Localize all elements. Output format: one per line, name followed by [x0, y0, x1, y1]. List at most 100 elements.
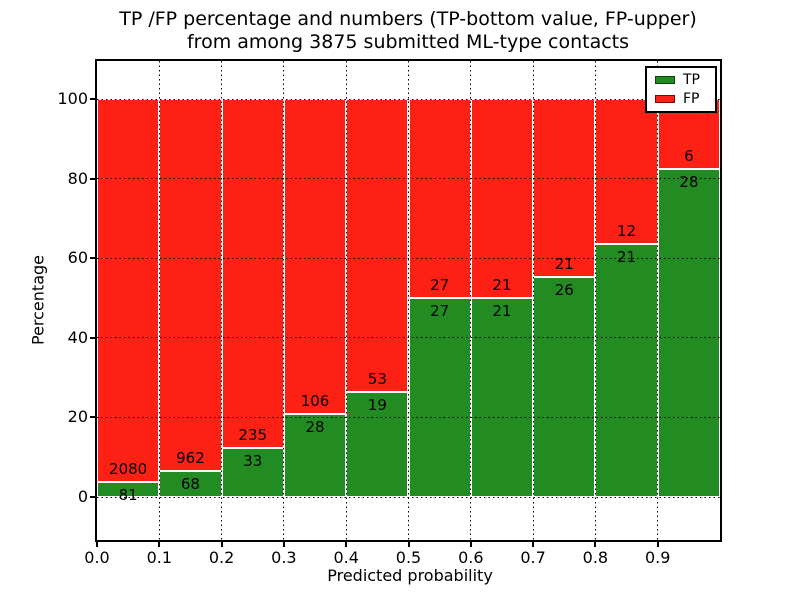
x-tick-label: 0.9 [644, 548, 671, 567]
chart-title: TP /FP percentage and numbers (TP-bottom… [119, 8, 697, 54]
bar-fp-count-label: 27 [430, 276, 450, 295]
bar-tp-count-label: 27 [430, 302, 450, 321]
bar-tp-count-label: 28 [679, 173, 699, 192]
x-tick-mark [532, 542, 535, 547]
bar-tp-segment [533, 276, 596, 498]
x-tick-mark [407, 542, 410, 547]
bar-fp-count-label: 21 [492, 276, 512, 295]
bar-fp-count-label: 235 [238, 426, 268, 445]
y-tick-label: 40 [67, 327, 88, 347]
gridline-horizontal [97, 337, 720, 339]
chart-title-line-1: TP /FP percentage and numbers (TP-bottom… [119, 8, 697, 30]
gridline-vertical [594, 61, 596, 540]
legend-label-fp: FP [683, 90, 700, 107]
bar-tp-segment [470, 298, 534, 498]
gridline-vertical [532, 61, 534, 540]
bar-fp-count-label: 2080 [109, 460, 148, 479]
y-tick-label: 60 [67, 248, 88, 268]
x-axis-label: Predicted probability [327, 566, 493, 585]
gridline-vertical [158, 61, 160, 540]
gridline-vertical [470, 61, 472, 540]
bar-fp-segment [533, 99, 596, 277]
x-tick-mark [656, 542, 659, 547]
y-tick-mark [90, 336, 95, 339]
y-tick-mark [90, 98, 95, 101]
gridline-horizontal [97, 257, 720, 259]
gridline-horizontal [97, 98, 720, 100]
y-tick-mark [90, 496, 95, 499]
legend-swatch-fp [655, 94, 675, 103]
bar-tp-segment [346, 392, 409, 498]
y-tick-label: 0 [77, 487, 88, 507]
bar-fp-segment [221, 99, 284, 449]
bar-fp-segment [470, 99, 534, 299]
gridline-vertical [408, 61, 409, 540]
bar-fp-segment [346, 99, 409, 393]
x-tick-label: 0.0 [84, 548, 110, 567]
bar-tp-count-label: 19 [367, 396, 387, 415]
gridline-horizontal [97, 496, 720, 498]
bar-fp-segment [408, 99, 471, 299]
y-tick-mark [90, 177, 95, 180]
bar-tp-segment [657, 169, 720, 498]
y-tick-label: 80 [67, 168, 88, 188]
legend-swatch-tp [655, 76, 675, 85]
gridline-horizontal [97, 178, 720, 180]
y-tick-label: 100 [57, 89, 88, 109]
bar-tp-segment [159, 470, 222, 498]
y-axis-label: Percentage [28, 254, 48, 346]
x-tick-mark [96, 542, 98, 547]
x-tick-mark [594, 542, 597, 547]
y-tick-mark [90, 257, 95, 260]
y-tick-mark [90, 416, 95, 419]
bar-fp-count-label: 53 [367, 370, 387, 389]
bar-fp-segment [283, 99, 347, 414]
legend: TP FP [645, 66, 717, 113]
gridline-vertical [657, 61, 659, 540]
plot-area: 2080 81 962 68 235 33 106 28 53 19 27 27 21 21 21 26 12 2… [57, 61, 720, 567]
x-tick-label: 0.5 [395, 548, 422, 567]
bar-tp-count-label: 21 [492, 302, 512, 321]
bar-tp-count-label: 21 [616, 247, 637, 266]
bar-tp-segment [221, 448, 284, 498]
bar-fp-count-label: 106 [300, 391, 330, 410]
bar-tp-count-label: 26 [554, 280, 574, 299]
gridline-vertical [283, 61, 285, 540]
bar-fp-segment [159, 99, 222, 471]
bar-fp-count-label: 12 [616, 221, 637, 240]
x-tick-label: 0.4 [333, 548, 359, 567]
bar-fp-count-label: 21 [554, 254, 574, 273]
x-tick-mark [158, 542, 161, 547]
legend-item-fp: FP [647, 91, 715, 107]
bar-tp-segment [97, 482, 160, 498]
bar-tp-count-label: 68 [180, 474, 200, 493]
y-tick-label: 20 [67, 407, 88, 427]
bar-tp-segment [408, 298, 471, 498]
x-tick-mark [469, 542, 472, 547]
x-tick-label: 0.6 [458, 548, 484, 567]
bar-tp-count-label: 33 [243, 452, 263, 471]
bar-fp-segment [595, 99, 658, 244]
x-tick-label: 0.3 [271, 548, 297, 567]
bar-fp-count-label: 962 [176, 448, 205, 467]
x-tick-label: 0.1 [146, 548, 173, 567]
bar-fp-count-label: 6 [684, 147, 694, 166]
legend-label-tp: TP [683, 72, 700, 89]
x-tick-mark [220, 542, 223, 547]
bar-tp-segment [283, 413, 347, 498]
x-tick-mark [345, 542, 348, 547]
x-tick-mark [282, 542, 285, 547]
legend-item-tp: TP [647, 72, 715, 88]
gridline-vertical [221, 61, 223, 540]
x-tick-label: 0.2 [208, 548, 235, 567]
bar-tp-segment [595, 243, 658, 498]
bar-tp-count-label: 28 [305, 417, 325, 436]
x-tick-label: 0.8 [582, 548, 609, 567]
gridline-vertical [345, 61, 347, 540]
bar-fp-segment [97, 99, 160, 483]
gridline-horizontal [97, 416, 720, 418]
chart-title-line-2: from among 3875 submitted ML-type contac… [186, 31, 630, 53]
bar-tp-count-label: 81 [118, 486, 138, 505]
x-tick-label: 0.7 [520, 548, 546, 567]
